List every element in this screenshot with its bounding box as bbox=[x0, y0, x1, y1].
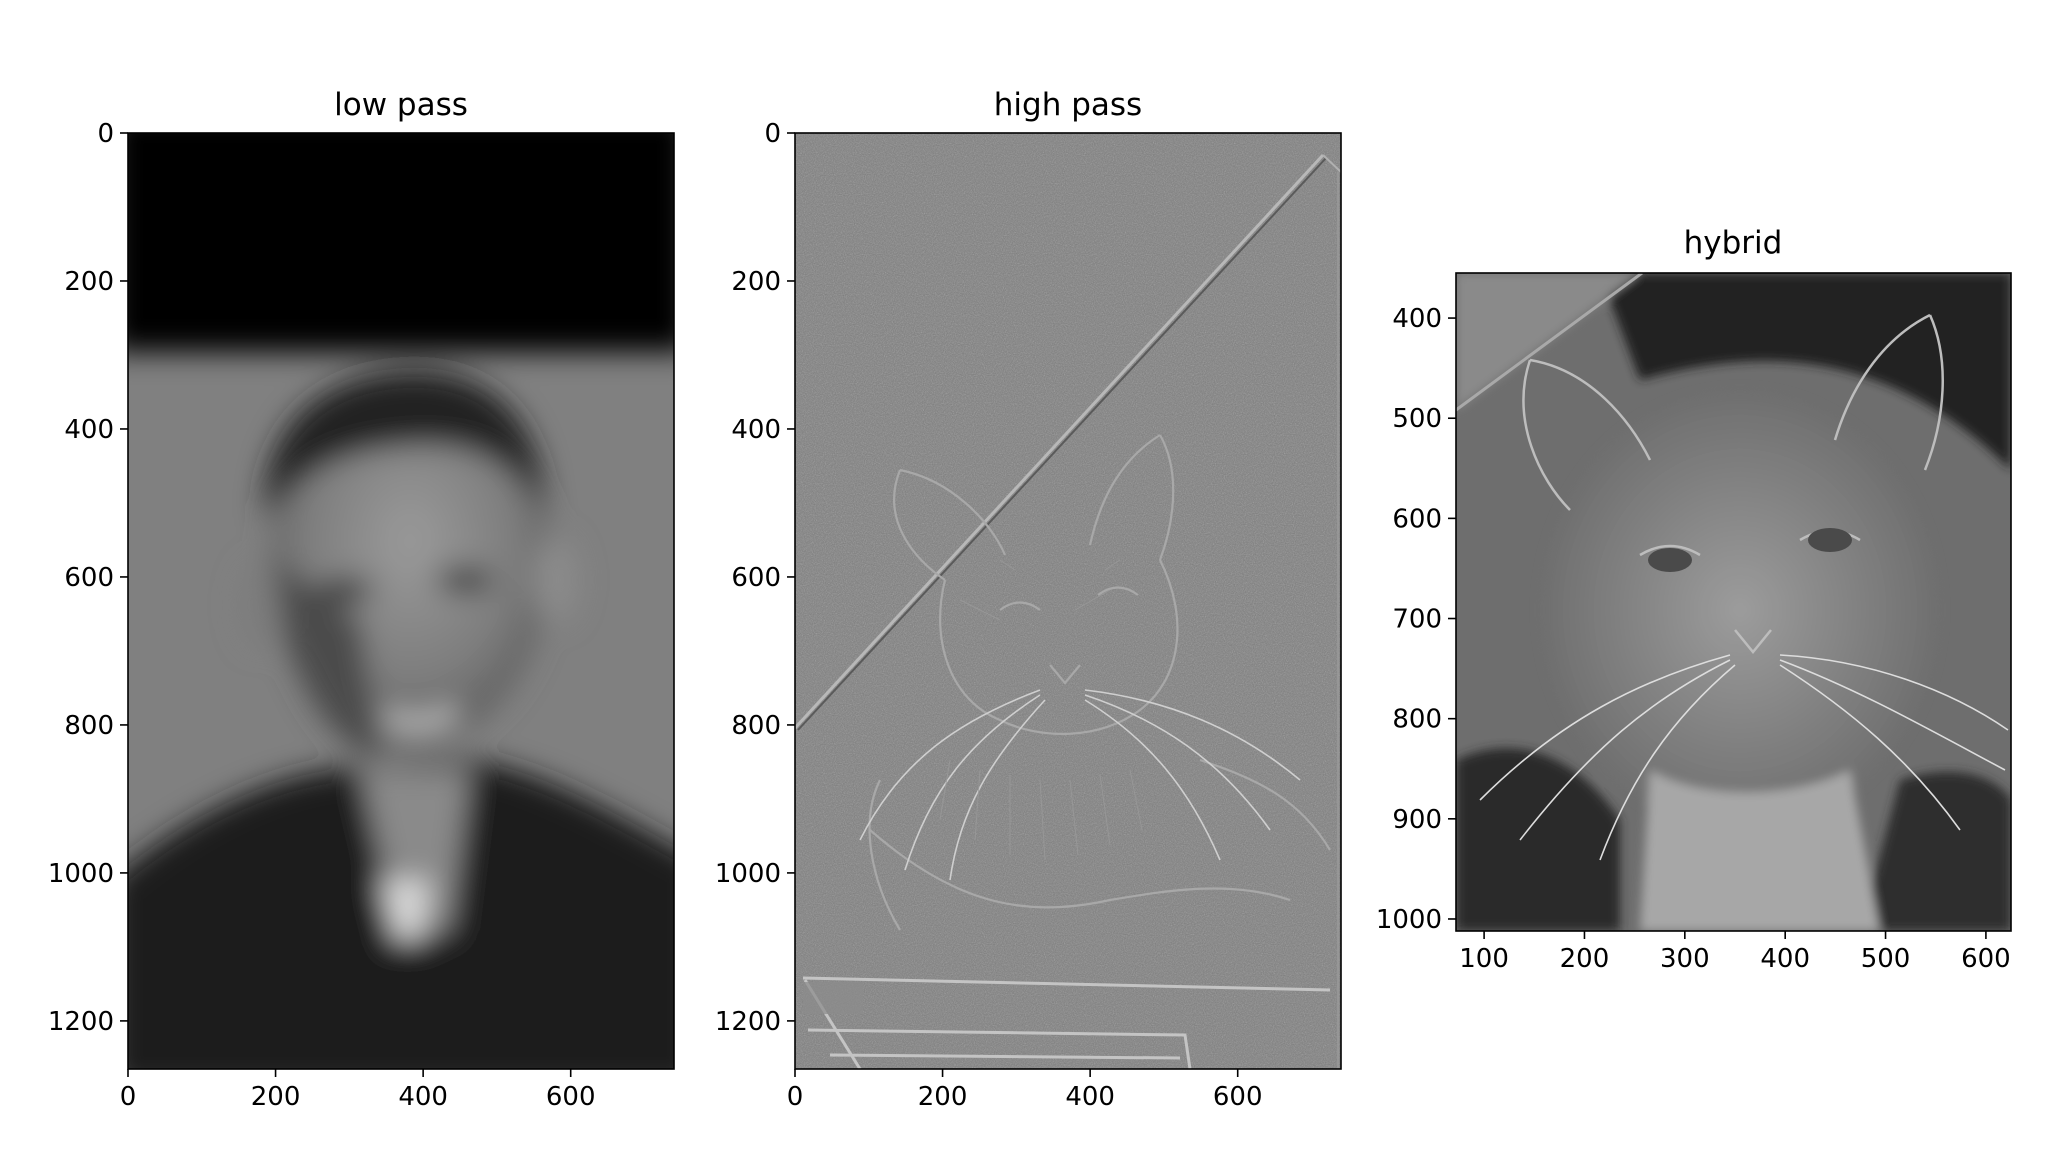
y-tick-label: 400 bbox=[731, 415, 781, 445]
y-tick-label: 400 bbox=[64, 415, 114, 445]
y-tick-label: 400 bbox=[1392, 304, 1442, 334]
x-tick-label: 400 bbox=[1065, 1082, 1115, 1112]
x-tick-label: 200 bbox=[251, 1082, 301, 1112]
y-tick-label: 800 bbox=[64, 711, 114, 741]
y-tick-label: 1000 bbox=[48, 859, 114, 889]
panel-title: hybrid bbox=[1684, 225, 1783, 261]
y-tick-label: 1000 bbox=[1376, 905, 1442, 935]
x-tick-label: 600 bbox=[1213, 1082, 1263, 1112]
low-pass-image bbox=[128, 133, 674, 1069]
x-tick-label: 500 bbox=[1861, 944, 1911, 974]
x-tick-label: 0 bbox=[787, 1082, 804, 1112]
y-tick-label: 1000 bbox=[715, 859, 781, 889]
x-ticks: 0 200 400 600 bbox=[787, 1069, 1263, 1112]
y-tick-label: 600 bbox=[1392, 504, 1442, 534]
y-tick-label: 1200 bbox=[48, 1007, 114, 1037]
x-tick-label: 400 bbox=[1760, 944, 1810, 974]
y-tick-label: 0 bbox=[764, 119, 781, 149]
y-tick-label: 800 bbox=[1392, 705, 1442, 735]
y-tick-label: 200 bbox=[731, 267, 781, 297]
panel-title: low pass bbox=[334, 87, 468, 123]
y-tick-label: 200 bbox=[64, 267, 114, 297]
x-tick-label: 300 bbox=[1660, 944, 1710, 974]
y-ticks: 0 200 400 600 800 1000 1200 bbox=[48, 119, 128, 1037]
x-tick-label: 100 bbox=[1459, 944, 1509, 974]
x-tick-label: 600 bbox=[546, 1082, 596, 1112]
high-pass-image bbox=[795, 133, 1341, 1069]
x-tick-label: 200 bbox=[1560, 944, 1610, 974]
y-tick-label: 600 bbox=[64, 563, 114, 593]
panel-title: high pass bbox=[994, 87, 1142, 123]
y-ticks: 0 200 400 600 800 1000 1200 bbox=[715, 119, 795, 1037]
x-tick-label: 0 bbox=[120, 1082, 137, 1112]
hybrid-image bbox=[1456, 273, 2011, 931]
panel-low-pass: low pass 0 200 400 600 0 200 400 600 800 1000 120… bbox=[48, 87, 675, 1112]
x-tick-label: 200 bbox=[918, 1082, 968, 1112]
y-tick-label: 1200 bbox=[715, 1007, 781, 1037]
x-tick-label: 400 bbox=[398, 1082, 448, 1112]
x-tick-label: 600 bbox=[1961, 944, 2011, 974]
y-tick-label: 800 bbox=[731, 711, 781, 741]
panel-hybrid: hybrid 100 200 300 400 500 600 400 500 600 700 80… bbox=[1376, 225, 2012, 974]
y-tick-label: 0 bbox=[97, 119, 114, 149]
y-ticks: 400 500 600 700 800 900 1000 bbox=[1376, 304, 1456, 935]
x-ticks: 100 200 300 400 500 600 bbox=[1459, 931, 2011, 974]
y-tick-label: 900 bbox=[1392, 805, 1442, 835]
y-tick-label: 500 bbox=[1392, 404, 1442, 434]
panel-high-pass: high pass 0 200 400 600 0 200 400 600 800 1000 12… bbox=[715, 87, 1342, 1112]
x-ticks: 0 200 400 600 bbox=[120, 1069, 596, 1112]
y-tick-label: 700 bbox=[1392, 605, 1442, 635]
y-tick-label: 600 bbox=[731, 563, 781, 593]
